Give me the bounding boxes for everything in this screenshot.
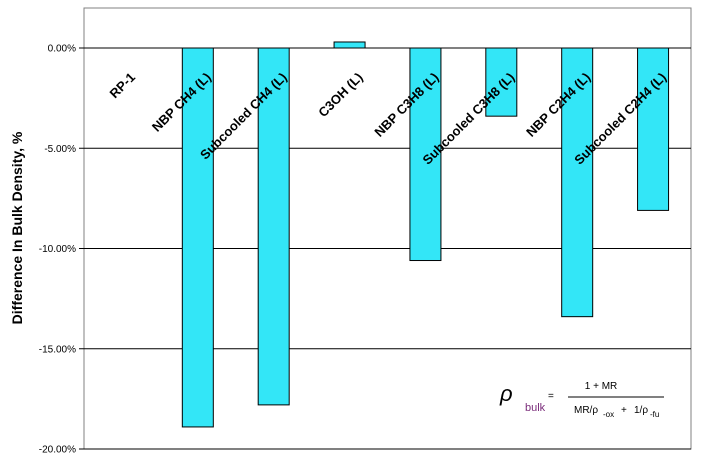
y-axis-ticks: 0.00% -5.00% -10.00% -15.00% -20.00% xyxy=(39,44,84,453)
y-tick-label: -15.00% xyxy=(39,344,76,355)
bars xyxy=(181,41,670,428)
formula-rho-subscript: bulk xyxy=(525,402,546,414)
bar xyxy=(257,47,290,406)
formula-denominator-right: 1/ρ xyxy=(634,405,648,416)
bar xyxy=(181,47,214,428)
formula-numerator: 1 + MR xyxy=(585,381,618,392)
formula-denominator-left-subscript: -ox xyxy=(603,410,614,419)
formula-denominator-left: MR/ρ xyxy=(574,405,598,416)
bar xyxy=(409,47,442,262)
formula-equals: = xyxy=(548,391,554,402)
y-tick-label: -5.00% xyxy=(44,144,76,155)
bar xyxy=(333,41,366,49)
bar xyxy=(637,47,670,211)
y-tick-label: -20.00% xyxy=(39,445,76,453)
y-tick-label: 0.00% xyxy=(48,44,76,55)
bulk-density-formula: ρ bulk = 1 + MR MR/ρ -ox + 1/ρ -fu xyxy=(499,381,664,419)
y-axis-title: Difference In Bulk Density, % xyxy=(9,131,25,324)
y-tick-label: -10.00% xyxy=(39,244,76,255)
formula-denominator-right-subscript: -fu xyxy=(650,410,659,419)
formula-rho: ρ xyxy=(499,381,513,406)
bar xyxy=(485,47,518,117)
bar xyxy=(561,47,594,318)
formula-plus: + xyxy=(621,405,627,416)
